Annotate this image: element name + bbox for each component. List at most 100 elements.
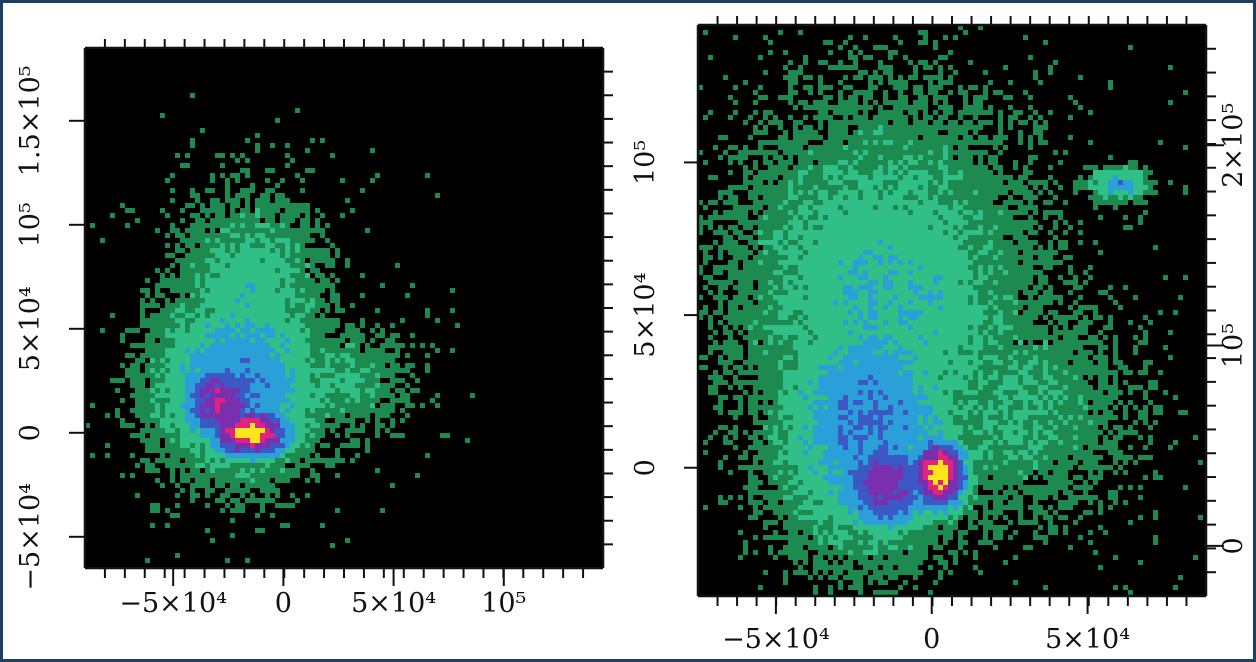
heatmap-cell [873,125,878,130]
heatmap-cell [240,273,245,278]
heatmap-cell [988,245,993,250]
heatmap-cell [160,318,165,323]
heatmap-cell [953,120,958,125]
heatmap-cell [240,353,245,358]
heatmap-cell [240,258,245,263]
heatmap-cell [185,453,190,458]
heatmap-cell [1018,270,1023,275]
heatmap-cell [275,313,280,318]
heatmap-cell [280,203,285,208]
heatmap-cell [205,253,210,258]
heatmap-cell [215,263,220,268]
heatmap-cell [1058,245,1063,250]
heatmap-cell [275,288,280,293]
heatmap-cell [838,215,843,220]
heatmap-cell [753,255,758,260]
heatmap-cell [310,303,315,308]
heatmap-cell [838,210,843,215]
heatmap-cell [230,368,235,373]
heatmap-cell [275,233,280,238]
heatmap-cell [983,165,988,170]
heatmap-cell [150,398,155,403]
heatmap-cell [998,175,1003,180]
heatmap-cell [793,165,798,170]
heatmap-cell [788,250,793,255]
heatmap-cell [983,200,988,205]
heatmap-cell [898,200,903,205]
heatmap-cell [165,308,170,313]
heatmap-cell [823,180,828,185]
heatmap-cell [1003,255,1008,260]
heatmap-cell [928,255,933,260]
heatmap-cell [1108,80,1113,85]
heatmap-cell [923,240,928,245]
heatmap-cell [733,250,738,255]
heatmap-cell [320,303,325,308]
heatmap-cell [285,503,290,508]
heatmap-cell [883,115,888,120]
heatmap-cell [235,198,240,203]
heatmap-cell [175,553,180,558]
heatmap-cell [315,403,320,408]
heatmap-cell [165,428,170,433]
heatmap-cell [718,225,723,230]
heatmap-cell [913,265,918,270]
heatmap-cell [853,210,858,215]
heatmap-cell [933,255,938,260]
heatmap-cell [375,353,380,358]
heatmap-cell [280,378,285,383]
heatmap-cell [1003,135,1008,140]
heatmap-cell [983,175,988,180]
heatmap-cell [275,198,280,203]
heatmap-cell [918,185,923,190]
heatmap-cell [823,40,828,45]
heatmap-cell [250,478,255,483]
heatmap-cell [220,333,225,338]
heatmap-cell [728,190,733,195]
heatmap-cell [803,195,808,200]
heatmap-cell [335,373,340,378]
heatmap-cell [973,205,978,210]
heatmap-cell [828,210,833,215]
heatmap-cell [285,298,290,303]
heatmap-cell [783,225,788,230]
heatmap-cell [813,150,818,155]
heatmap-cell [893,220,898,225]
heatmap-cell [858,165,863,170]
heatmap-cell [773,185,778,190]
heatmap-cell [225,258,230,263]
heatmap-cell [968,135,973,140]
heatmap-cell [260,428,265,433]
heatmap-cell [963,260,968,265]
heatmap-cell [1133,170,1138,175]
heatmap-cell [310,363,315,368]
heatmap-cell [768,260,773,265]
heatmap-cell [105,453,110,458]
heatmap-cell [285,358,290,363]
heatmap-cell [255,303,260,308]
heatmap-cell [738,215,743,220]
heatmap-cell [305,338,310,343]
heatmap-cell [160,483,165,488]
heatmap-cell [1018,210,1023,215]
heatmap-cell [325,463,330,468]
heatmap-cell [240,243,245,248]
heatmap-cell [698,150,703,155]
heatmap-cell [305,288,310,293]
heatmap-cell [738,210,743,215]
heatmap-cell [793,105,798,110]
heatmap-cell [360,188,365,193]
heatmap-cell [265,358,270,363]
heatmap-cell [858,180,863,185]
heatmap-cell [290,228,295,233]
heatmap-cell [320,428,325,433]
heatmap-cell [280,243,285,248]
heatmap-cell [205,308,210,313]
heatmap-cell [240,293,245,298]
heatmap-cell [1018,255,1023,260]
heatmap-cell [888,270,893,275]
heatmap-cell [275,453,280,458]
heatmap-cell [803,190,808,195]
heatmap-cell [305,273,310,278]
heatmap-cell [245,283,250,288]
